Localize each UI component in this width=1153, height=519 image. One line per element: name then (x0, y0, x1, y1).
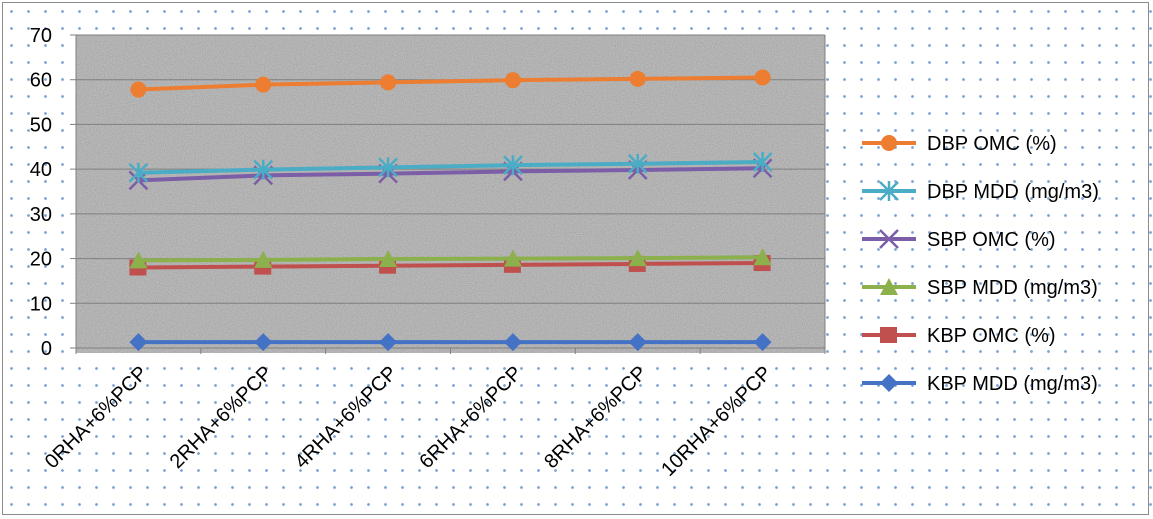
legend: DBP OMC (%) DBP MDD (mg/m3) SBP OMC (%) SBP… (862, 133, 1099, 395)
x-tick-label: 4RHA+6%PCP (291, 362, 402, 473)
series-line (138, 261, 763, 270)
legend-label: KBP OMC (%) (927, 325, 1056, 347)
series-line (138, 75, 763, 92)
x-tick-label: 8RHA+6%PCP (540, 362, 651, 473)
x-tick-label: 2RHA+6%PCP (166, 362, 277, 473)
legend-entry: KBP OMC (%) (862, 325, 1056, 347)
legend-entry: DBP OMC (%) (862, 133, 1057, 155)
data-point (129, 251, 148, 269)
legend-entry: SBP OMC (%) (862, 229, 1056, 251)
data-point (379, 250, 398, 268)
series-kbp-mdd (129, 333, 772, 352)
data-point (380, 74, 397, 91)
data-point (253, 159, 274, 180)
y-tick-label: 0 (41, 338, 52, 360)
legend-label: KBP MDD (mg/m3) (927, 373, 1098, 395)
y-tick-label: 70 (30, 25, 52, 47)
legend-label: SBP OMC (%) (927, 229, 1056, 251)
series-line (138, 166, 763, 183)
data-point (752, 151, 773, 172)
y-tick-label: 40 (30, 159, 52, 181)
legend-marker (880, 374, 898, 392)
gridlines (76, 34, 826, 348)
data-point (503, 249, 522, 267)
legend-marker (880, 278, 898, 295)
y-tick-label: 50 (30, 114, 52, 136)
x-tick-label: 0RHA+6%PCP (41, 362, 152, 473)
x-tick-label: 10RHA+6%PCP (657, 362, 776, 481)
data-point (129, 333, 148, 352)
series-dbp-omc (130, 69, 771, 98)
legend-label: DBP MDD (mg/m3) (927, 181, 1099, 203)
data-point (627, 153, 648, 174)
data-point (128, 162, 149, 183)
data-point (504, 72, 521, 89)
data-point (753, 333, 772, 352)
data-point (254, 333, 273, 352)
series-line (138, 159, 763, 175)
data-point (254, 250, 273, 268)
legend-entry: SBP MDD (mg/m3) (862, 277, 1098, 299)
legend-entry: KBP MDD (mg/m3) (862, 373, 1098, 395)
data-point (130, 81, 147, 98)
data-point (378, 157, 398, 178)
series-sbp-mdd (129, 248, 772, 269)
legend-entry: DBP MDD (mg/m3) (862, 181, 1099, 203)
legend-marker (880, 327, 897, 343)
series-layer (128, 69, 773, 352)
x-tick-label: 6RHA+6%PCP (415, 362, 526, 473)
data-point (628, 249, 647, 267)
legend-label: SBP MDD (mg/m3) (927, 277, 1098, 299)
legend-label: DBP OMC (%) (927, 133, 1057, 155)
data-point (753, 248, 772, 266)
legend-marker (881, 135, 897, 151)
series-dbp-mdd (128, 151, 773, 183)
data-point (503, 333, 522, 352)
data-point (255, 76, 272, 93)
data-point (628, 333, 647, 352)
legend-marker (879, 181, 899, 201)
data-point (379, 333, 398, 352)
y-tick-label: 10 (30, 293, 52, 315)
y-tick-label: 60 (30, 70, 52, 92)
series-line (138, 255, 763, 263)
y-tick-label: 30 (30, 204, 52, 226)
legend-marker (879, 229, 899, 249)
data-point (629, 70, 646, 87)
data-point (754, 69, 771, 86)
y-tick-label: 20 (30, 249, 52, 271)
data-point (503, 155, 523, 176)
